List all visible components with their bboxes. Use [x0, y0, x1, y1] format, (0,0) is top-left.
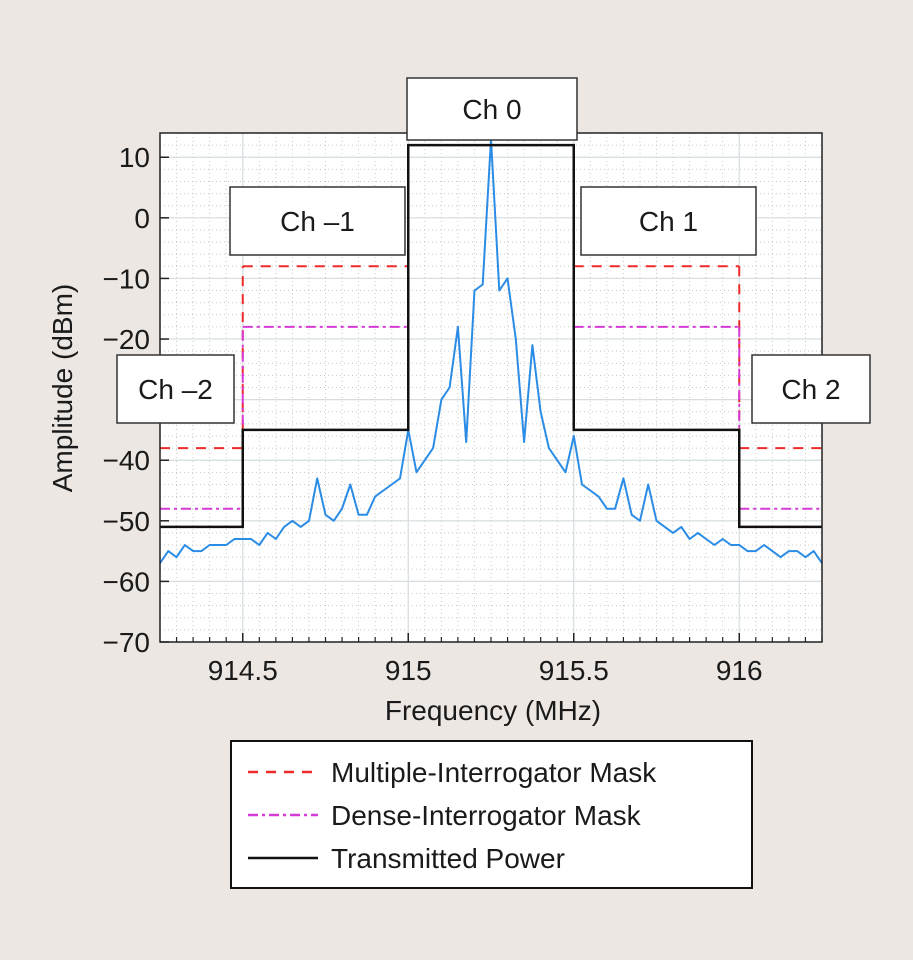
channel-box-frame [229, 186, 406, 256]
legend-box [230, 740, 753, 889]
channel-box: Ch 2 [751, 354, 871, 424]
x-tick-label: 916 [716, 655, 763, 686]
channel-label: Ch –1 [280, 206, 355, 237]
x-tick-label: 915 [385, 655, 432, 686]
y-tick-label: −20 [103, 324, 151, 355]
x-tick-label: 914.5 [208, 655, 278, 686]
multiple-interrogator-maskline [160, 265, 822, 450]
channel-labels: Ch –2 Ch –1 Ch 0 Ch 1 Ch 2 [116, 77, 871, 424]
channel-box: Ch 0 [406, 77, 578, 141]
legend: Multiple-Interrogator Mask Dense-Interrog… [230, 740, 753, 889]
x-tick-label: 915.5 [539, 655, 609, 686]
transmitted-powerline [160, 143, 822, 529]
channel-box: Ch 1 [580, 186, 757, 256]
legend-label: Transmitted Power [331, 843, 565, 874]
x-axis-label: Frequency (MHz) [385, 695, 601, 726]
y-tick-label: −50 [103, 506, 151, 537]
y-tick-label: −10 [103, 263, 151, 294]
channel-label: Ch –2 [138, 374, 213, 405]
legend-label: Multiple-Interrogator Mask [331, 757, 657, 788]
y-axis-label: Amplitude (dBm) [47, 284, 78, 493]
y-tick-label: 10 [119, 142, 150, 173]
channel-label: Ch 1 [639, 206, 698, 237]
channel-box: Ch –2 [116, 354, 235, 424]
channel-box-frame [751, 354, 871, 424]
y-tick-label: −40 [103, 445, 151, 476]
y-tick-label: −70 [103, 627, 151, 658]
channel-box: Ch –1 [229, 186, 406, 256]
channel-label: Ch 0 [462, 94, 521, 125]
y-tick-label: 0 [134, 203, 150, 234]
channel-label: Ch 2 [781, 374, 840, 405]
channel-box-frame [116, 354, 235, 424]
legend-label: Dense-Interrogator Mask [331, 800, 642, 831]
axis-ticks: 914.5 915 915.5 916 10 0 −10 −20 −40 −50 −60 −70 [103, 142, 823, 686]
y-tick-label: −60 [103, 566, 151, 597]
channel-box-frame [580, 186, 757, 256]
channel-box-frame [406, 77, 578, 141]
